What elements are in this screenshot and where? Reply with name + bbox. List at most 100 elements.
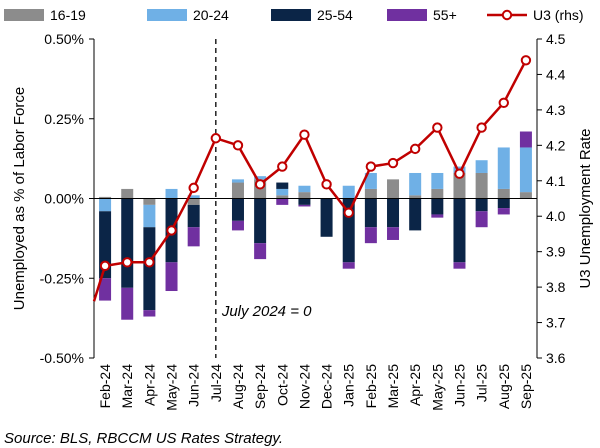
x-tick-label-nov-24: Nov-24 bbox=[296, 364, 312, 409]
bar-16-19-mar-25 bbox=[387, 179, 400, 199]
bar-16-19-jun-24 bbox=[187, 198, 200, 205]
u3-point-may-24 bbox=[166, 225, 177, 236]
bar-55-jun-25 bbox=[453, 262, 466, 269]
bar-16-19-apr-25 bbox=[409, 195, 422, 199]
x-tick-label-oct-24: Oct-24 bbox=[274, 364, 290, 406]
axes: 0.50% 0.25% 0.00% -0.25% -0.50% 4.5 4.4 4.3 4.2 4… bbox=[40, 31, 566, 411]
bar-16-19-feb-25 bbox=[364, 188, 377, 199]
bar-20-24-jul-25 bbox=[475, 160, 488, 173]
bar-25-54-nov-24 bbox=[298, 198, 311, 205]
x-tick-label-jul-25: Jul-25 bbox=[474, 364, 490, 402]
legend-swatch-20-24 bbox=[147, 9, 187, 21]
legend-swatch-55 bbox=[387, 9, 427, 21]
bar-55-aug-25 bbox=[497, 208, 510, 215]
bar-20-24-apr-25 bbox=[409, 172, 422, 196]
bar-55-jun-24 bbox=[187, 227, 200, 247]
y-tick-label: -0.50% bbox=[40, 350, 84, 366]
y-tick-label: 0.50% bbox=[44, 31, 84, 47]
u3-point-nov-24 bbox=[299, 129, 310, 140]
x-tick-label-sep-24: Sep-24 bbox=[252, 364, 268, 409]
x-tick-label-feb-24: Feb-24 bbox=[97, 364, 113, 409]
y-tick-label: 0.00% bbox=[44, 191, 84, 207]
bar-25-54-sep-24 bbox=[254, 198, 267, 244]
x-tick-label-jul-24: Jul-24 bbox=[208, 364, 224, 402]
u3-point-feb-25 bbox=[365, 161, 377, 172]
bar-20-24-nov-24 bbox=[298, 185, 311, 193]
bar-25-54-jul-25 bbox=[475, 198, 488, 212]
u3-point-feb-24 bbox=[99, 260, 111, 272]
bar-55-feb-24 bbox=[99, 278, 112, 301]
bar-55-feb-25 bbox=[364, 227, 377, 244]
bar-16-19-apr-24 bbox=[143, 198, 156, 205]
u3-point-aug-24 bbox=[232, 140, 244, 151]
bar-25-54-feb-25 bbox=[364, 198, 377, 228]
bar-16-19-jul-25 bbox=[475, 172, 488, 199]
bar-20-24-may-24 bbox=[165, 188, 178, 199]
bar-55-may-25 bbox=[431, 214, 444, 218]
x-tick-label-jun-25: Jun-25 bbox=[451, 364, 467, 407]
bar-20-24-sep-25 bbox=[519, 147, 532, 193]
legend-swatch-16-19 bbox=[4, 9, 44, 21]
x-tick-label-aug-25: Aug-25 bbox=[496, 364, 512, 409]
x-tick-label-sep-25: Sep-25 bbox=[518, 364, 534, 409]
x-tick-label-feb-25: Feb-25 bbox=[363, 364, 379, 409]
bar-25-54-may-25 bbox=[431, 198, 444, 215]
u3-point-mar-25 bbox=[387, 157, 399, 169]
x-tick-label-may-24: May-24 bbox=[164, 364, 180, 411]
bar-16-19-may-25 bbox=[431, 188, 444, 199]
x-tick-label-mar-24: Mar-24 bbox=[119, 364, 135, 409]
legend-swatch-25-54 bbox=[271, 9, 311, 21]
bar-55-may-24 bbox=[165, 262, 178, 292]
u3-point-jun-25 bbox=[454, 168, 465, 179]
u3-point-apr-25 bbox=[409, 143, 421, 155]
legend-marker-u3 bbox=[501, 9, 513, 21]
y2-tick-label: 3.8 bbox=[546, 279, 566, 295]
bar-25-54-dec-24 bbox=[320, 198, 333, 237]
y2-tick-label: 4.3 bbox=[546, 102, 566, 118]
bar-55-oct-24 bbox=[276, 198, 289, 205]
bar-20-24-oct-24 bbox=[276, 188, 289, 196]
bar-55-mar-24 bbox=[121, 287, 134, 320]
bar-55-jan-25 bbox=[342, 262, 355, 269]
bar-25-54-apr-25 bbox=[409, 198, 422, 231]
x-tick-label-mar-25: Mar-25 bbox=[385, 364, 401, 409]
x-tick-label-jun-24: Jun-24 bbox=[186, 364, 202, 407]
bar-16-19-feb-24 bbox=[99, 196, 112, 199]
bar-55-aug-24 bbox=[231, 220, 244, 231]
bar-55-sep-24 bbox=[254, 243, 267, 260]
x-tick-label-apr-24: Apr-24 bbox=[141, 364, 157, 406]
u3-point-jun-24 bbox=[188, 182, 199, 194]
legend-label-20-24: 20-24 bbox=[193, 7, 229, 23]
bar-16-19-nov-24 bbox=[298, 192, 311, 199]
bar-25-54-oct-24 bbox=[276, 182, 289, 189]
u3-point-jan-25 bbox=[343, 207, 354, 218]
bar-25-54-jun-25 bbox=[453, 198, 466, 263]
bar-20-24-feb-24 bbox=[99, 198, 112, 212]
bar-25-54-aug-24 bbox=[231, 198, 244, 221]
u3-point-aug-25 bbox=[498, 97, 509, 109]
y2-axis-title: U3 Unemployment Rate bbox=[577, 128, 594, 288]
x-tick-label-jan-25: Jan-25 bbox=[341, 364, 357, 407]
y2-tick-label: 4.5 bbox=[546, 31, 566, 47]
u3-point-jul-25 bbox=[476, 122, 487, 133]
bar-55-mar-25 bbox=[387, 227, 400, 240]
bar-20-24-apr-24 bbox=[143, 204, 156, 228]
u3-point-apr-24 bbox=[144, 257, 155, 268]
source-note: Source: BLS, RBCCM US Rates Strategy. bbox=[4, 430, 283, 447]
y2-tick-label: 4.0 bbox=[546, 208, 566, 224]
y2-tick-label: 4.2 bbox=[546, 137, 566, 153]
bar-55-sep-25 bbox=[519, 131, 532, 148]
u3-point-sep-25 bbox=[520, 55, 532, 66]
bar-20-24-may-25 bbox=[431, 172, 444, 189]
bar-20-24-aug-24 bbox=[231, 179, 244, 183]
bar-25-54-feb-24 bbox=[99, 211, 112, 279]
legend-label-u3: U3 (rhs) bbox=[533, 7, 584, 23]
u3-point-may-25 bbox=[432, 122, 443, 133]
u3-point-jul-24 bbox=[210, 133, 222, 144]
legend-label-55: 55+ bbox=[433, 7, 457, 23]
y2-tick-label: 4.1 bbox=[546, 173, 566, 189]
bar-20-24-aug-25 bbox=[497, 147, 510, 189]
bar-16-19-aug-24 bbox=[231, 182, 244, 199]
y-tick-label: -0.25% bbox=[40, 270, 84, 286]
